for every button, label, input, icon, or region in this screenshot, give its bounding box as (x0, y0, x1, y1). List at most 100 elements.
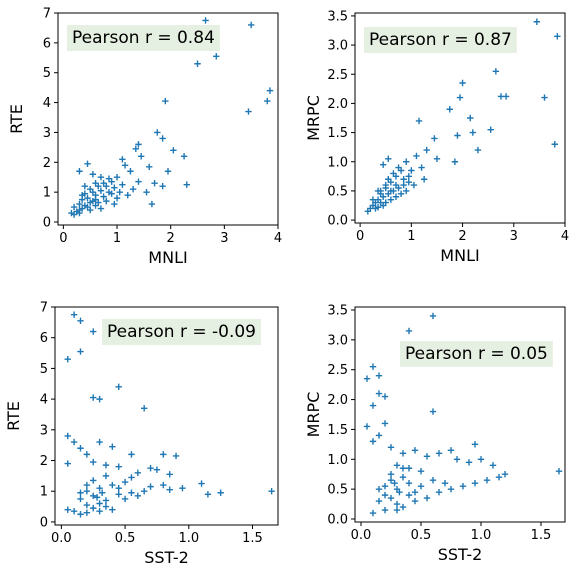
data-point (77, 317, 84, 325)
data-point (411, 447, 419, 454)
data-point (111, 184, 118, 191)
data-point (385, 176, 392, 183)
data-point (555, 468, 563, 475)
data-point (92, 196, 99, 203)
data-point (95, 182, 102, 190)
x-axis-label: MNLI (148, 248, 187, 267)
data-point (405, 491, 413, 499)
x-tick-label: 0 (59, 231, 67, 246)
y-tick-label: 6 (43, 36, 51, 51)
data-point (64, 460, 71, 467)
data-point (377, 199, 384, 206)
data-point (166, 486, 173, 493)
y-tick-label: 0.0 (327, 513, 348, 528)
x-tick-label: 0.5 (411, 528, 432, 543)
x-axis-label: SST-2 (144, 548, 189, 567)
data-point (454, 132, 461, 139)
x-tick-label: 1.0 (178, 531, 199, 546)
data-point (90, 458, 97, 466)
data-point (399, 465, 407, 472)
y-tick-label: 1.5 (327, 423, 348, 438)
data-point (97, 205, 105, 212)
data-point (119, 156, 126, 163)
data-point (375, 432, 383, 439)
data-point (381, 506, 389, 514)
data-point (135, 178, 142, 185)
data-point (433, 155, 441, 163)
data-point (411, 488, 419, 496)
subplot-mnli-mrpc: 0 1 2 3 4 0.0 0.5 1.0 1.5 2.0 2.5 3.0 3.5 Pearson r =… (304, 9, 569, 265)
y-tick-label: 0.5 (327, 184, 348, 199)
x-tick-label: 0.0 (51, 531, 72, 546)
data-point (387, 471, 395, 478)
data-point (363, 423, 371, 430)
data-point (96, 484, 103, 492)
y-tick-label: 1.0 (327, 155, 348, 170)
data-point (141, 488, 148, 495)
x-axis-label: MNLI (440, 246, 479, 265)
data-point (116, 188, 123, 196)
data-point (377, 190, 384, 198)
data-point (217, 489, 224, 496)
data-point (70, 203, 78, 211)
y-tick-label: 3.0 (327, 333, 348, 348)
data-point (411, 497, 419, 505)
data-point (121, 495, 129, 503)
x-tick-label: 3 (220, 231, 228, 246)
data-point (160, 481, 167, 489)
data-point (92, 202, 99, 209)
y-tick-label: 3.5 (327, 303, 348, 318)
data-point (100, 179, 107, 187)
data-point (84, 160, 91, 167)
y-tick-label: 0.0 (327, 214, 348, 229)
data-point (97, 187, 105, 194)
data-point (447, 485, 455, 493)
data-point (418, 164, 425, 171)
data-point (119, 181, 126, 188)
data-point (134, 469, 142, 477)
data-point (83, 501, 91, 509)
data-point (76, 168, 83, 175)
annotation-background (364, 27, 517, 53)
data-point (453, 456, 461, 463)
data-point (78, 191, 86, 199)
data-point (148, 200, 156, 208)
subplot-mnli-rte: 0 1 2 3 4 0 1 2 3 4 5 6 7 Pearson r = 0.84 MNLI RTE (7, 7, 282, 268)
data-point (403, 158, 410, 165)
subplot-sst2-rte: 0.0 0.5 1.0 1.5 0 1 2 3 4 5 6 7 Pearson r = -0.09 SS… (4, 301, 279, 567)
x-tick-label: 0 (356, 229, 364, 244)
data-point (97, 174, 105, 181)
data-point (374, 204, 382, 211)
data-point (375, 497, 383, 505)
data-point (76, 206, 83, 214)
data-point (102, 503, 110, 510)
data-point (172, 452, 180, 460)
y-tick-label: 0 (40, 515, 48, 530)
data-point (135, 141, 142, 148)
plot-frame (54, 306, 279, 526)
y-tick-label: 2.5 (327, 68, 348, 83)
data-point (127, 168, 134, 175)
y-tick-label: 3.5 (327, 9, 348, 24)
data-point (64, 506, 71, 513)
data-point (70, 507, 78, 515)
data-point (84, 203, 91, 211)
data-point (76, 200, 83, 208)
correlation-annotation: Pearson r = 0.05 (405, 344, 548, 364)
x-tick-label: 2 (458, 229, 466, 244)
data-point (64, 432, 71, 440)
annotation-background (102, 319, 261, 345)
data-point (379, 161, 387, 168)
data-point (471, 479, 479, 487)
data-point (109, 443, 116, 450)
data-point (405, 327, 413, 335)
data-point (441, 479, 449, 487)
x-tick-label: 4 (561, 229, 569, 244)
data-point (487, 126, 494, 133)
y-tick-label: 2 (43, 156, 51, 171)
data-point (89, 171, 97, 178)
data-point (387, 187, 395, 195)
data-point (83, 481, 91, 489)
data-point (447, 447, 455, 454)
